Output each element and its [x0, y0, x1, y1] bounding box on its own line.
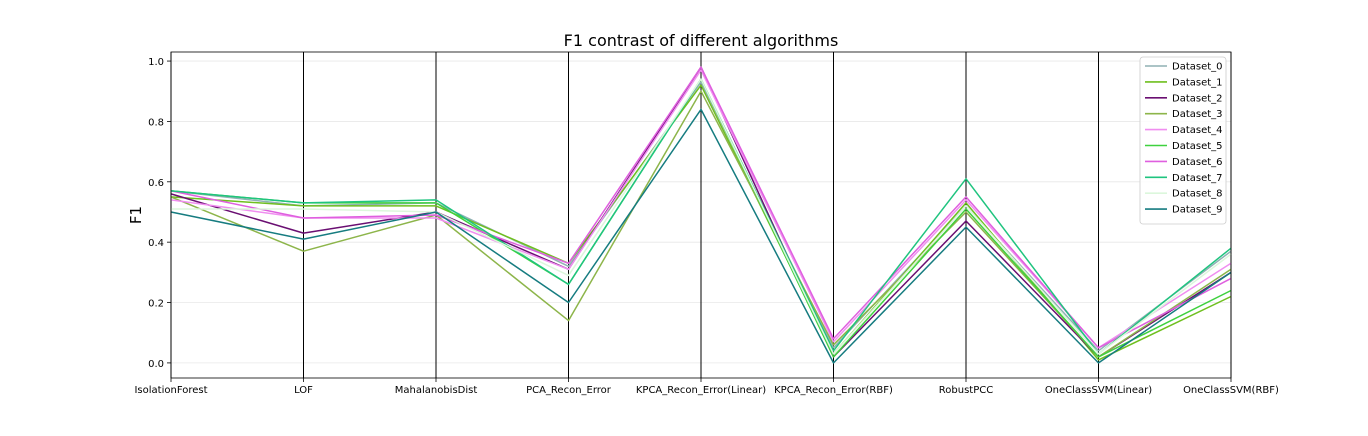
x-tick-label: RobustPCC — [939, 385, 993, 396]
series-line — [171, 78, 1232, 355]
series-lines — [170, 66, 1232, 364]
series-line — [170, 66, 1232, 349]
chart-title: F1 contrast of different algorithms — [564, 31, 839, 50]
legend-label: Dataset_6 — [1172, 157, 1223, 168]
legend: Dataset_0 Dataset_1 Dataset_2 Dataset_3 Data… — [1139, 56, 1227, 225]
x-tick-label: PCA_Recon_Error — [526, 385, 612, 396]
y-axis-label: F1 — [127, 206, 145, 224]
y-tick-label: 0.0 — [148, 359, 164, 370]
y-tick-label: 1.0 — [148, 57, 164, 68]
y-tick-label: 0.6 — [148, 178, 164, 189]
legend-label: Dataset_8 — [1172, 189, 1223, 200]
x-tick-label: IsolationForest — [134, 385, 207, 396]
legend-label: Dataset_0 — [1172, 62, 1223, 73]
x-axis-ticks: IsolationForest LOF MahalanobisDist PCA_Rec… — [134, 378, 1279, 396]
legend-label: Dataset_9 — [1172, 205, 1223, 216]
x-tick-label: MahalanobisDist — [395, 385, 478, 396]
legend-label: Dataset_4 — [1172, 125, 1223, 136]
legend-label: Dataset_1 — [1172, 77, 1223, 88]
legend-label: Dataset_5 — [1172, 141, 1223, 152]
legend-label: Dataset_2 — [1172, 93, 1223, 104]
x-tick-label: OneClassSVM(RBF) — [1183, 385, 1279, 396]
y-axis-ticks: 0.0 0.2 0.4 0.6 0.8 1.0 — [148, 57, 171, 370]
y-tick-label: 0.2 — [148, 299, 164, 310]
y-tick-label: 0.4 — [148, 238, 164, 249]
series-line — [170, 108, 1232, 364]
series-line — [170, 81, 1232, 352]
legend-label: Dataset_3 — [1172, 109, 1223, 120]
y-tick-label: 0.8 — [148, 117, 164, 128]
x-tick-label: KPCA_Recon_Error(Linear) — [636, 385, 766, 396]
x-tick-label: LOF — [294, 385, 313, 396]
x-tick-label: OneClassSVM(Linear) — [1045, 385, 1152, 396]
legend-box — [1139, 56, 1227, 225]
x-tick-label: KPCA_Recon_Error(RBF) — [774, 385, 893, 396]
legend-label: Dataset_7 — [1172, 173, 1223, 184]
